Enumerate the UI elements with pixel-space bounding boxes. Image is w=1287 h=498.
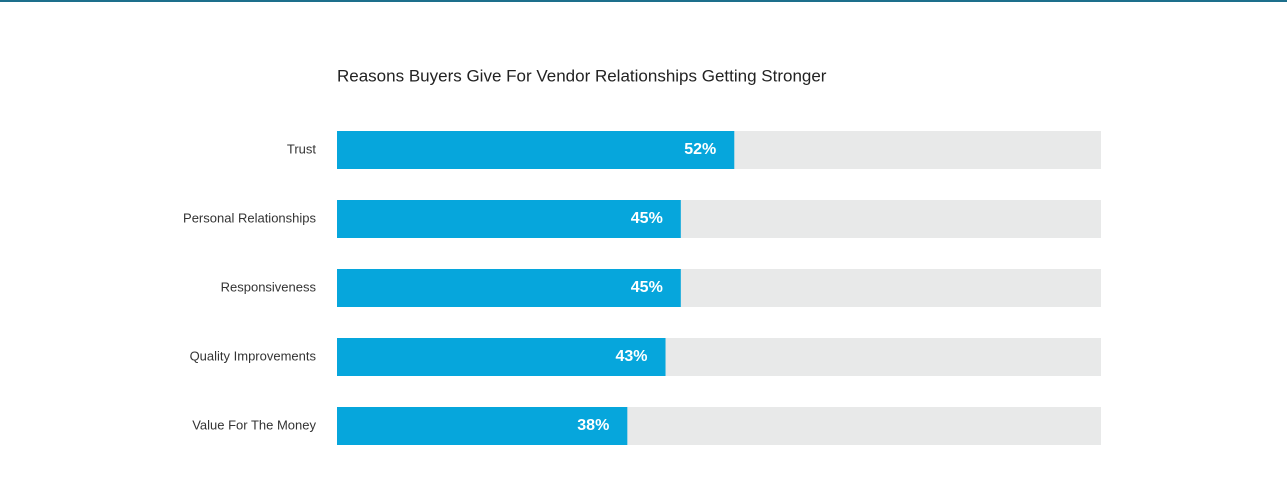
bar <box>337 200 681 238</box>
category-label: Responsiveness <box>221 279 317 294</box>
value-label: 52% <box>684 141 716 158</box>
value-label: 38% <box>577 417 609 434</box>
value-label: 45% <box>631 279 663 296</box>
bar <box>337 407 628 445</box>
category-label: Value For The Money <box>192 417 316 432</box>
category-label: Quality Improvements <box>190 348 317 363</box>
category-label: Trust <box>287 141 317 156</box>
value-label: 45% <box>631 210 663 227</box>
top-border <box>0 0 1287 2</box>
bar <box>337 338 666 376</box>
value-label: 43% <box>615 348 647 365</box>
bar <box>337 131 735 169</box>
bar <box>337 269 681 307</box>
category-label: Personal Relationships <box>183 210 316 225</box>
chart-title: Reasons Buyers Give For Vendor Relations… <box>337 66 827 85</box>
